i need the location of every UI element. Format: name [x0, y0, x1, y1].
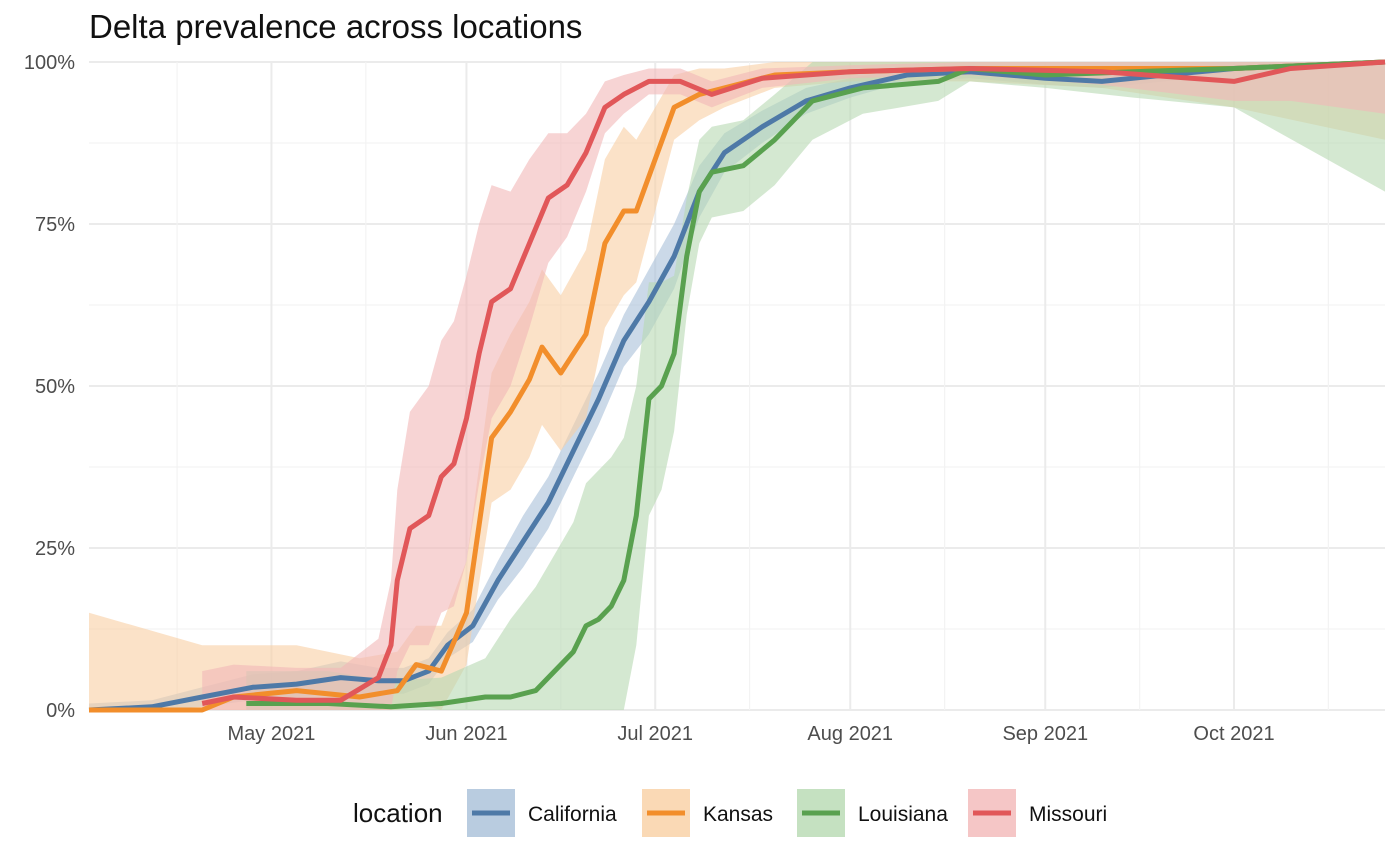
series-lines [88, 59, 1386, 713]
y-tick-label: 25% [35, 538, 75, 560]
legend-label-louisiana: Louisiana [858, 803, 948, 826]
y-tick-label: 50% [35, 376, 75, 398]
line-missouri [201, 59, 1386, 706]
x-tick-label: May 2021 [228, 723, 316, 745]
x-axis-ticks: May 2021 Jun 2021 Jul 2021 Aug 2021 Sep 2021… [228, 723, 1275, 745]
x-tick-label: Jul 2021 [617, 723, 693, 745]
band-missouri [202, 62, 1386, 710]
x-tick-label: Aug 2021 [807, 723, 893, 745]
confidence-bands [89, 62, 1386, 710]
band-louisiana [246, 62, 1385, 710]
x-tick-label: Sep 2021 [1002, 723, 1088, 745]
legend: location California Kansas Louisiana Missour… [353, 789, 1107, 837]
y-tick-label: 100% [24, 52, 75, 74]
y-axis-ticks: 0% 25% 50% 75% 100% [24, 52, 75, 722]
legend-label-kansas: Kansas [703, 803, 773, 826]
grid [89, 61, 1385, 711]
line-california [88, 59, 1386, 713]
band-kansas [89, 62, 1385, 710]
legend-title: location [353, 798, 443, 828]
line-louisiana [246, 59, 1386, 710]
y-tick-label: 0% [46, 700, 75, 722]
chart-title: Delta prevalence across locations [89, 8, 583, 45]
x-tick-label: Oct 2021 [1193, 723, 1274, 745]
x-tick-label: Jun 2021 [425, 723, 507, 745]
y-tick-label: 75% [35, 214, 75, 236]
legend-label-california: California [528, 803, 617, 826]
legend-label-missouri: Missouri [1029, 803, 1107, 826]
